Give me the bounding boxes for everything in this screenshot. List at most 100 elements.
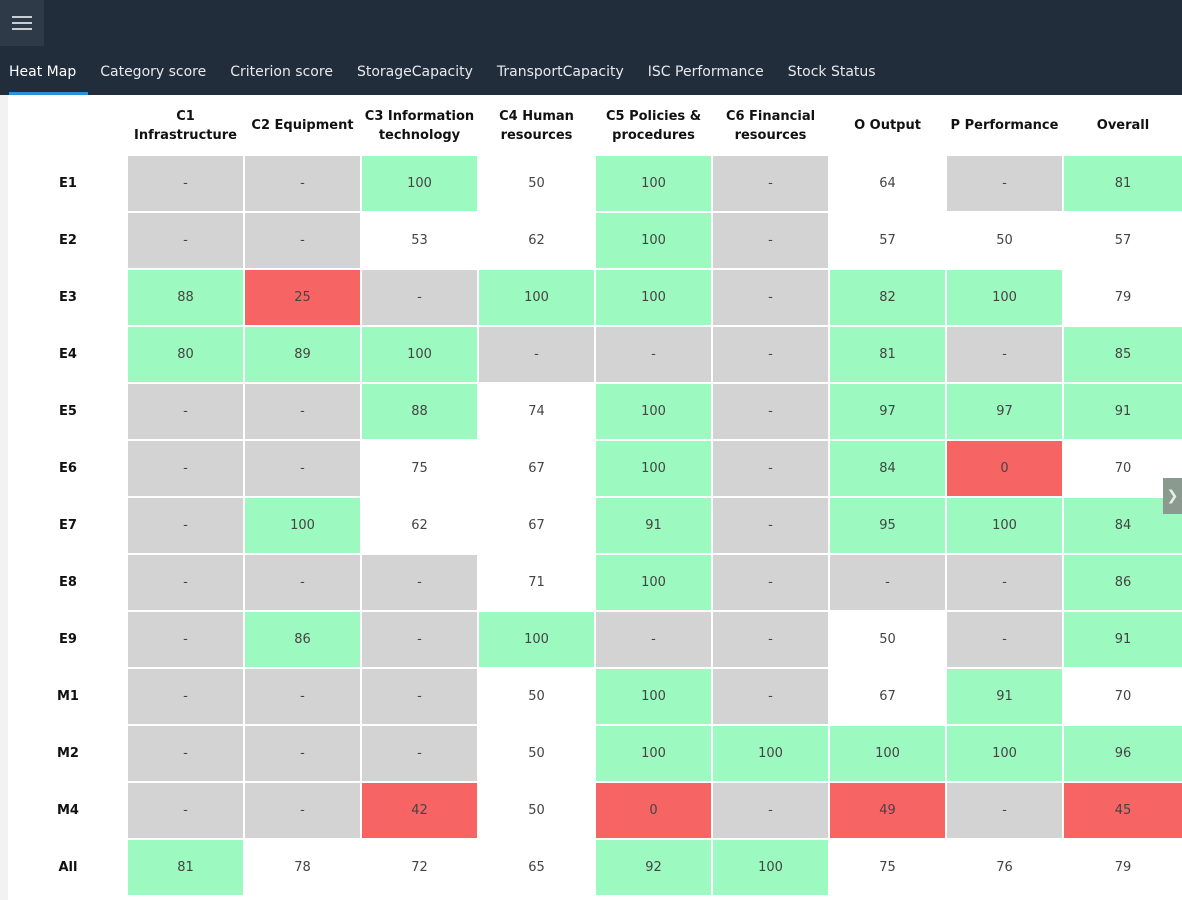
heat-map-cell: 91: [1062, 382, 1182, 441]
heat-map-cell: -: [243, 781, 362, 840]
heat-map-cell: 0: [594, 781, 713, 840]
heat-map-cell: -: [945, 154, 1064, 213]
column-header: O Output: [828, 95, 947, 156]
heat-map-cell: 82: [828, 268, 947, 327]
heat-map-cell: 57: [828, 211, 947, 270]
heat-map-cell: 100: [243, 496, 362, 555]
tab-isc-performance[interactable]: ISC Performance: [647, 64, 764, 80]
heat-map-cell: 92: [594, 838, 713, 897]
heat-map-cell: -: [126, 439, 245, 498]
heat-map-cell: 96: [1062, 724, 1182, 783]
row-label: E5: [8, 382, 128, 441]
table-row: E2- -53 62 100-57 50 57: [8, 211, 1182, 270]
heat-map-cell: -: [243, 382, 362, 441]
heat-map-cell: 75: [828, 838, 947, 897]
heat-map-cell: 100: [828, 724, 947, 783]
heat-map-cell: 100: [945, 724, 1064, 783]
heat-map-cell: 100: [594, 211, 713, 270]
heat-map-cell: -: [126, 781, 245, 840]
row-label: E3: [8, 268, 128, 327]
heat-map-cell: -: [126, 553, 245, 612]
column-header-line: C3 Information: [364, 108, 475, 124]
heat-map-cell: 49: [828, 781, 947, 840]
table-row: E8- - -71 100- - -86: [8, 553, 1182, 612]
heat-map-cell: 97: [945, 382, 1064, 441]
table-row: M2- - -50 100 100 100 100 96: [8, 724, 1182, 783]
heat-map-panel: C1 Infrastructure C2 Equipment C3 Informati…: [8, 95, 1182, 900]
heat-map-cell: 72: [360, 838, 479, 897]
heat-map-cell: 50: [477, 667, 596, 726]
column-header-line: C2 Equipment: [251, 118, 354, 133]
heat-map-cell: -: [594, 610, 713, 669]
column-header-line: resources: [734, 127, 807, 143]
heat-map-cell: 64: [828, 154, 947, 213]
heat-map-cell: 100: [594, 268, 713, 327]
heat-map-cell: 50: [477, 154, 596, 213]
heat-map-cell: 100: [594, 382, 713, 441]
row-label: M2: [8, 724, 128, 783]
heat-map-table: C1 Infrastructure C2 Equipment C3 Informati…: [8, 95, 1182, 897]
heat-map-cell: -: [360, 724, 479, 783]
heat-map-cell: 50: [477, 724, 596, 783]
row-label: E9: [8, 610, 128, 669]
column-header-line: technology: [378, 127, 461, 143]
tab-stock-status[interactable]: Stock Status: [787, 64, 876, 80]
heat-map-cell: 100: [594, 553, 713, 612]
tab-heat-map[interactable]: Heat Map: [0, 54, 89, 95]
column-header-line: resources: [500, 127, 573, 143]
hamburger-menu-icon[interactable]: [0, 0, 44, 46]
heat-map-cell: -: [711, 610, 830, 669]
row-label: E8: [8, 553, 128, 612]
table-row: E5- -88 74 100-97 97 91: [8, 382, 1182, 441]
column-header-line: C5 Policies &: [605, 108, 702, 124]
heat-map-cell: 100: [477, 610, 596, 669]
heat-map-cell: 74: [477, 382, 596, 441]
heat-map-cell: -: [711, 154, 830, 213]
heat-map-cell: 86: [1062, 553, 1182, 612]
heat-map-cell: 80: [126, 325, 245, 384]
heat-map-cell: -: [945, 781, 1064, 840]
heat-map-cell: -: [711, 211, 830, 270]
heat-map-cell: 81: [828, 325, 947, 384]
heat-map-cell: -: [477, 325, 596, 384]
heat-map-cell: -: [126, 724, 245, 783]
column-header: C6 Financial resources: [711, 95, 830, 156]
tab-category-score[interactable]: Category score: [100, 64, 207, 80]
corner-cell: [8, 95, 128, 156]
heat-map-cell: -: [711, 553, 830, 612]
heat-map-cell: -: [126, 610, 245, 669]
table-row: E7-100 62 67 91-95 100 84: [8, 496, 1182, 555]
chevron-right-icon[interactable]: ❯: [1163, 478, 1182, 514]
tab-criterion-score[interactable]: Criterion score: [230, 64, 333, 80]
heat-map-cell: 25: [243, 268, 362, 327]
heat-map-cell: 91: [594, 496, 713, 555]
heat-map-cell: 67: [477, 496, 596, 555]
table-row: E6- -75 67 100-84 0 70: [8, 439, 1182, 498]
heat-map-cell: 100: [711, 724, 830, 783]
tab-storagecapacity[interactable]: StorageCapacity: [356, 64, 473, 80]
heat-map-cell: 100: [945, 496, 1064, 555]
heat-map-cell: -: [711, 667, 830, 726]
heat-map-cell: 97: [828, 382, 947, 441]
heat-map-cell: 50: [477, 781, 596, 840]
heat-map-cell: -: [711, 268, 830, 327]
heat-map-cell: 81: [1062, 154, 1182, 213]
heat-map-cell: 65: [477, 838, 596, 897]
heat-map-cell: 88: [126, 268, 245, 327]
table-row: E1- -100 50 100-64-81: [8, 154, 1182, 213]
column-header-line: Infrastructure: [134, 127, 237, 143]
heat-map-cell: -: [126, 667, 245, 726]
tab-bar: Heat Map Category score Criterion score Sto…: [0, 54, 888, 95]
heat-map-cell: 100: [594, 667, 713, 726]
heat-map-cell: 100: [711, 838, 830, 897]
row-label: M4: [8, 781, 128, 840]
heat-map-cell: -: [945, 610, 1064, 669]
table-row: E3 88 25-100 100-82 100 79: [8, 268, 1182, 327]
heat-map-cell: -: [243, 724, 362, 783]
heat-map-cell: 75: [360, 439, 479, 498]
heat-map-cell: -: [360, 610, 479, 669]
heat-map-cell: -: [711, 325, 830, 384]
column-header-line: C6 Financial: [725, 108, 816, 124]
tab-transportcapacity[interactable]: TransportCapacity: [496, 64, 624, 80]
row-label: E4: [8, 325, 128, 384]
